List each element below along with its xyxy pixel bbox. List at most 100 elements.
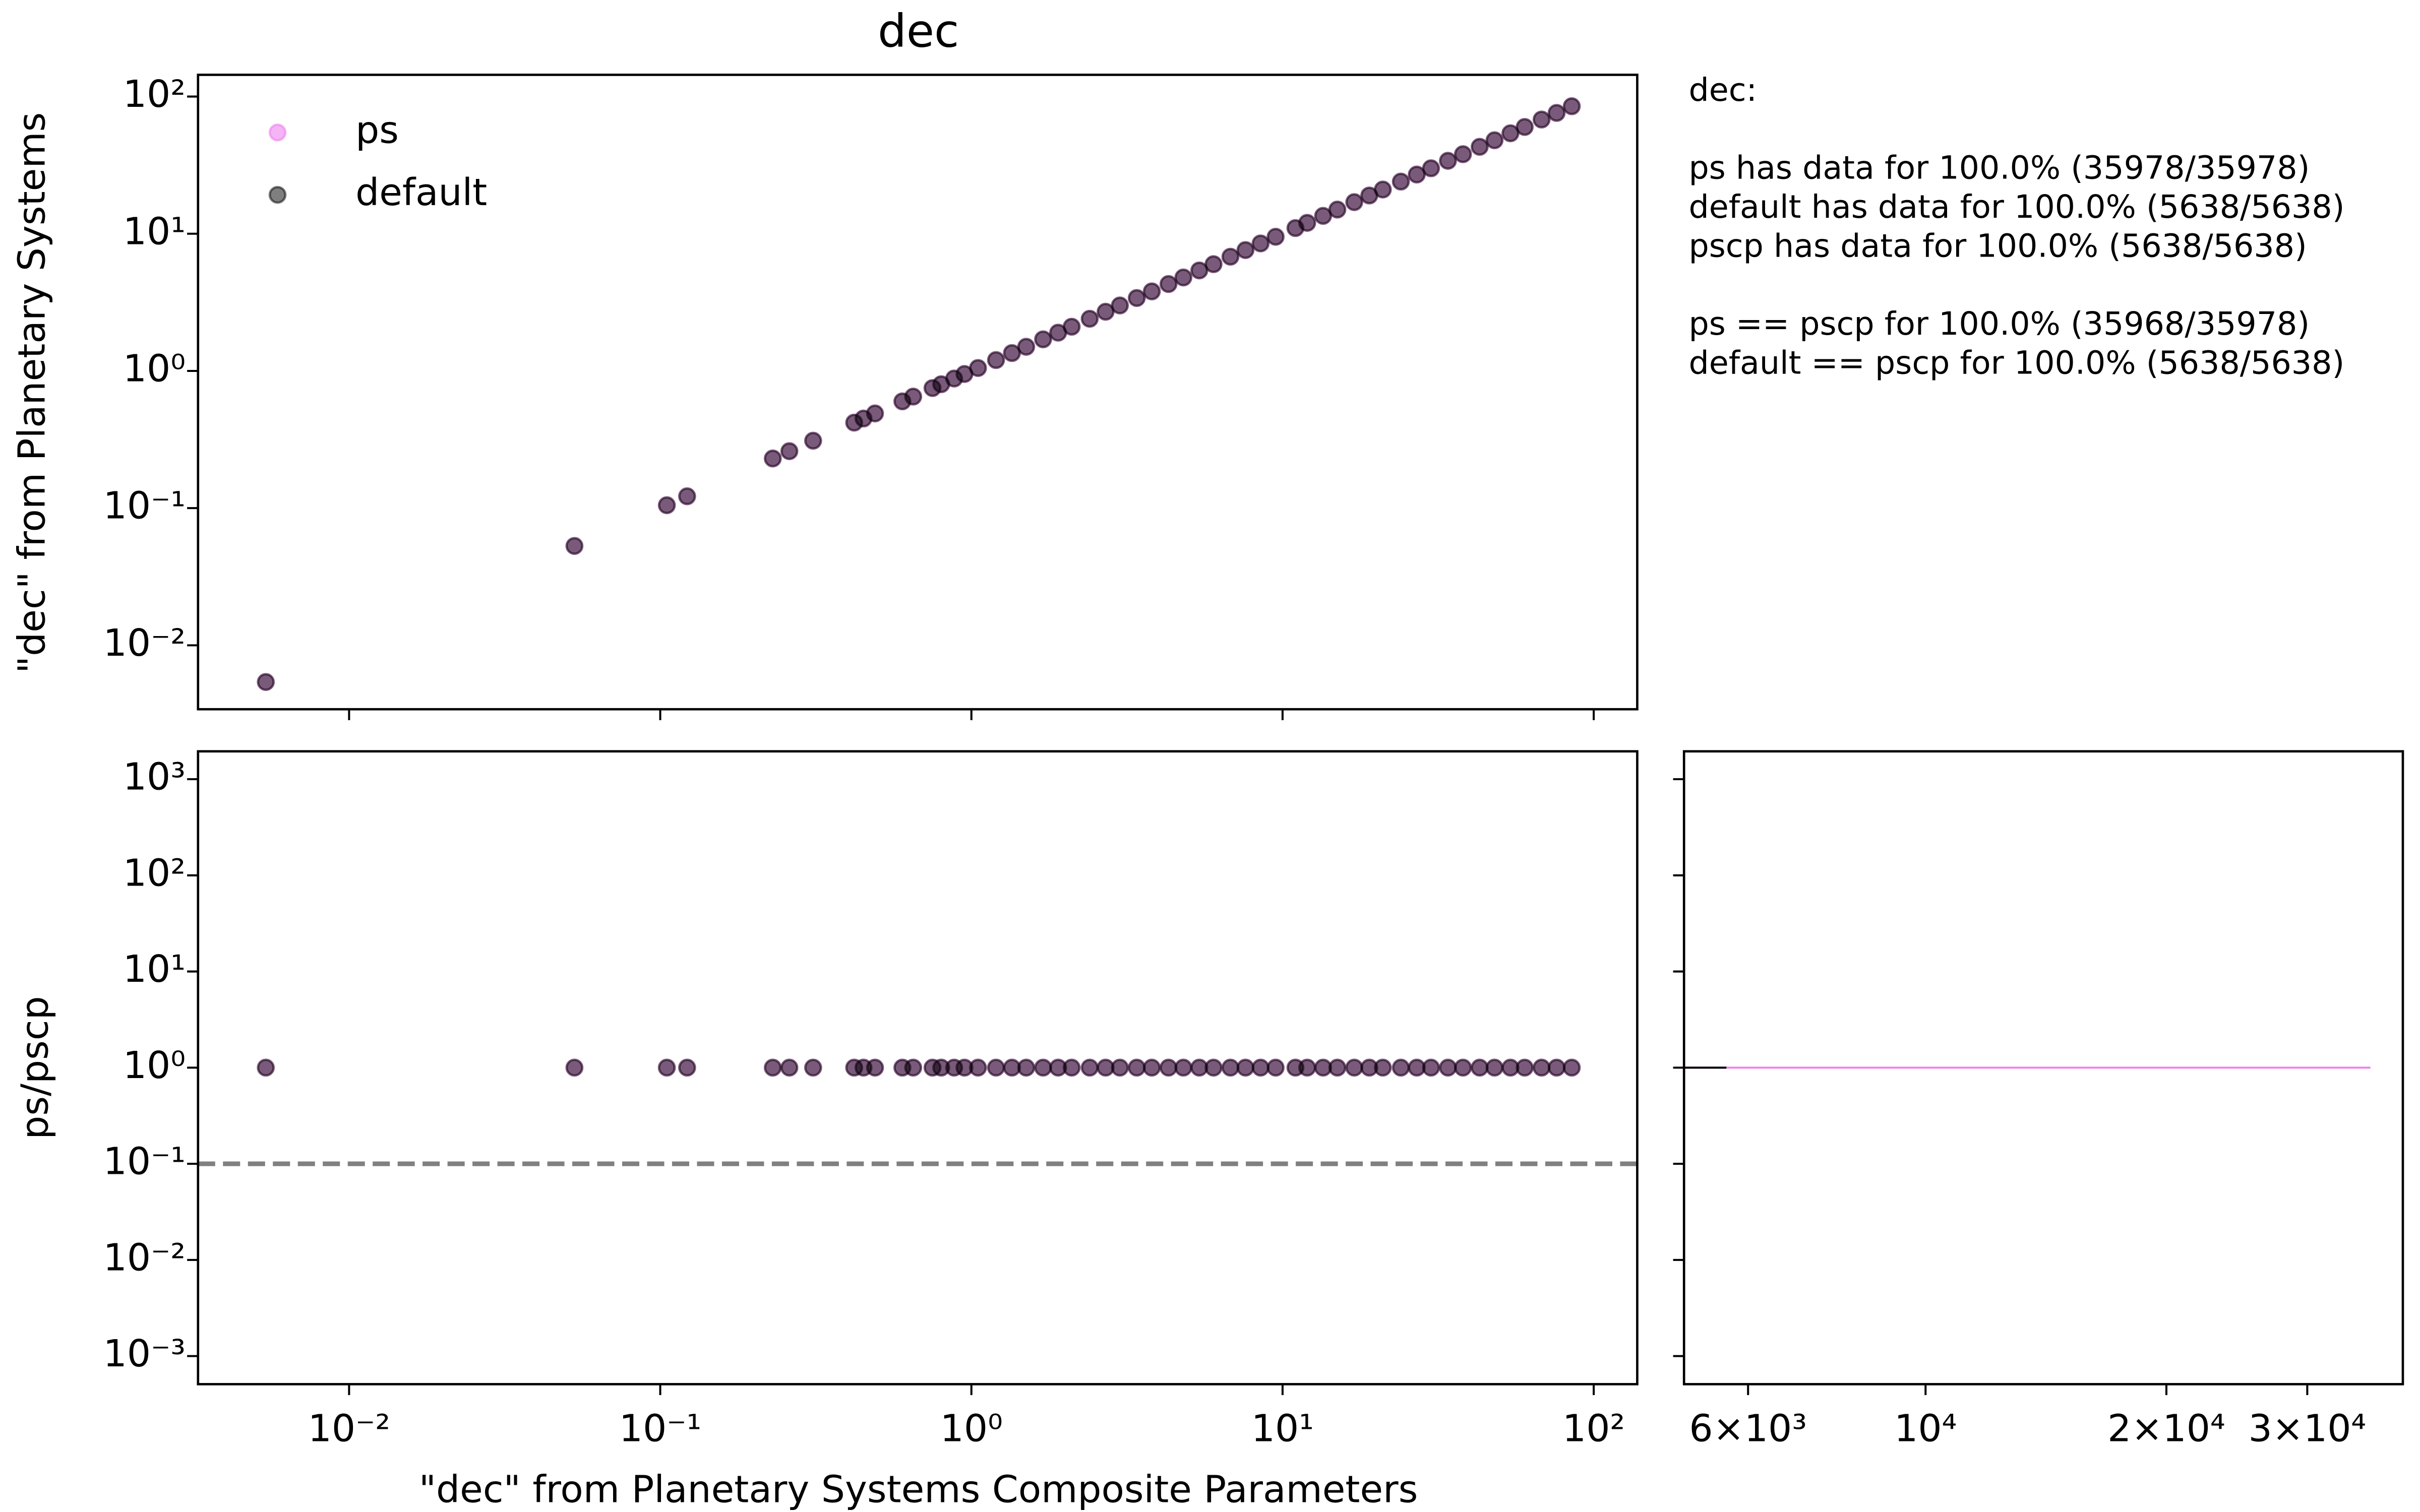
scatter-point: [1392, 1058, 1410, 1077]
y-axis-label: ps/pscp: [13, 996, 57, 1139]
x-tick-label: 10¹: [1251, 1407, 1314, 1451]
scatter-point: [1174, 268, 1192, 287]
scatter-point: [1236, 1058, 1255, 1077]
scatter-point: [1127, 1058, 1146, 1077]
scatter-point: [1516, 1058, 1534, 1077]
x-tick-label: 10⁻²: [308, 1407, 390, 1451]
y-tick-label: 10⁻¹: [103, 484, 186, 528]
y-tick-label: 10⁻¹: [103, 1140, 186, 1183]
axes-frame: [1682, 750, 2404, 1385]
scatter-point: [1017, 1058, 1036, 1077]
scatter-point: [1003, 344, 1021, 362]
scatter-point: [1422, 1058, 1440, 1077]
x-tick-label: 10⁰: [940, 1407, 1003, 1451]
info-text: pscp has data for 100.0% (5638/5638): [1688, 227, 2307, 264]
scatter-point: [1345, 193, 1363, 211]
scatter-point: [1080, 1058, 1099, 1077]
scatter-point: [1221, 247, 1240, 266]
scatter-point: [1062, 318, 1081, 336]
y-tick-label: 10⁰: [123, 1043, 186, 1087]
scatter-point: [804, 1058, 822, 1077]
scatter-point: [1221, 1058, 1240, 1077]
scatter-point: [1562, 1058, 1581, 1077]
y-tick-label: 10⁻²: [103, 621, 186, 665]
scatter-point: [1204, 1058, 1223, 1077]
scatter-point: [1454, 1058, 1472, 1077]
x-axis-label: "dec" from Planetary Systems Composite P…: [419, 1467, 1418, 1511]
scatter-point: [1328, 201, 1347, 219]
scatter-point: [1251, 1058, 1270, 1077]
y-tick-label: 10⁰: [123, 346, 186, 390]
scatter-point: [1266, 228, 1285, 246]
legend-label: default: [355, 170, 487, 214]
plot-area: [257, 97, 1581, 691]
scatter-point: [866, 404, 884, 423]
scatter-point: [1562, 97, 1581, 115]
info-text: ps has data for 100.0% (35978/35978): [1688, 149, 2310, 186]
plot-area: [198, 1058, 1638, 1166]
scatter-point: [987, 1058, 1005, 1077]
scatter-point: [1345, 1058, 1363, 1077]
legend-label: ps: [355, 108, 399, 152]
scatter-point: [565, 1058, 584, 1077]
scatter-point: [1439, 1058, 1457, 1077]
scatter-point: [1471, 1058, 1489, 1077]
axes-frame: [197, 74, 1639, 711]
scatter-point: [1328, 1058, 1347, 1077]
scatter-point: [1034, 1058, 1052, 1077]
scatter-point: [1127, 289, 1146, 307]
scatter-point: [780, 1058, 799, 1077]
x-tick-label: 10⁻¹: [619, 1407, 701, 1451]
x-tick-label: 10⁴: [1894, 1407, 1957, 1451]
scatter-point: [1251, 234, 1270, 253]
scatter-point: [1422, 159, 1440, 177]
scatter-point: [1142, 282, 1161, 300]
scatter-point: [1439, 152, 1457, 170]
scatter-point: [987, 351, 1005, 369]
info-text: dec:: [1688, 71, 1757, 108]
scatter-point: [1298, 214, 1316, 232]
scatter-point: [1142, 1058, 1161, 1077]
info-text: default has data for 100.0% (5638/5638): [1688, 188, 2344, 225]
scatter-point: [866, 1058, 884, 1077]
scatter-point: [1111, 296, 1129, 314]
scatter-point: [1236, 241, 1255, 259]
scatter-point: [969, 1058, 987, 1077]
scatter-point: [257, 673, 275, 691]
scatter-point: [1034, 330, 1052, 349]
scatter-point: [1516, 118, 1534, 136]
scatter-point: [780, 442, 799, 460]
scatter-point: [764, 1058, 782, 1077]
scatter-point: [565, 537, 584, 555]
x-tick-label: 10²: [1562, 1407, 1625, 1451]
y-tick-label: 10²: [123, 851, 186, 895]
scatter-point: [1062, 1058, 1081, 1077]
scatter-point: [1392, 172, 1410, 191]
y-tick-label: 10³: [123, 755, 186, 799]
scatter-point: [1485, 131, 1504, 150]
y-tick-label: 10¹: [123, 947, 186, 991]
scatter-point: [1080, 309, 1099, 328]
scatter-point: [678, 1058, 696, 1077]
scatter-point: [1485, 1058, 1504, 1077]
scatter-point: [764, 449, 782, 468]
scatter-point: [1190, 261, 1208, 280]
scatter-point: [1547, 104, 1566, 122]
scatter-point: [904, 1058, 923, 1077]
scatter-point: [1532, 1058, 1551, 1077]
legend-marker: [268, 185, 287, 204]
x-tick-label: 2×10⁴: [2107, 1407, 2225, 1451]
scatter-point: [1266, 1058, 1285, 1077]
scatter-point: [1501, 124, 1520, 143]
scatter-point: [678, 487, 696, 506]
axes-frame: [197, 750, 1639, 1385]
scatter-point: [1159, 275, 1178, 293]
scatter-point: [1174, 1058, 1192, 1077]
scatter-point: [1471, 138, 1489, 156]
y-tick-label: 10²: [123, 72, 186, 116]
y-tick-label: 10⁻²: [103, 1235, 186, 1279]
scatter-point: [1298, 1058, 1316, 1077]
scatter-point: [1159, 1058, 1178, 1077]
legend-marker: [268, 123, 287, 142]
